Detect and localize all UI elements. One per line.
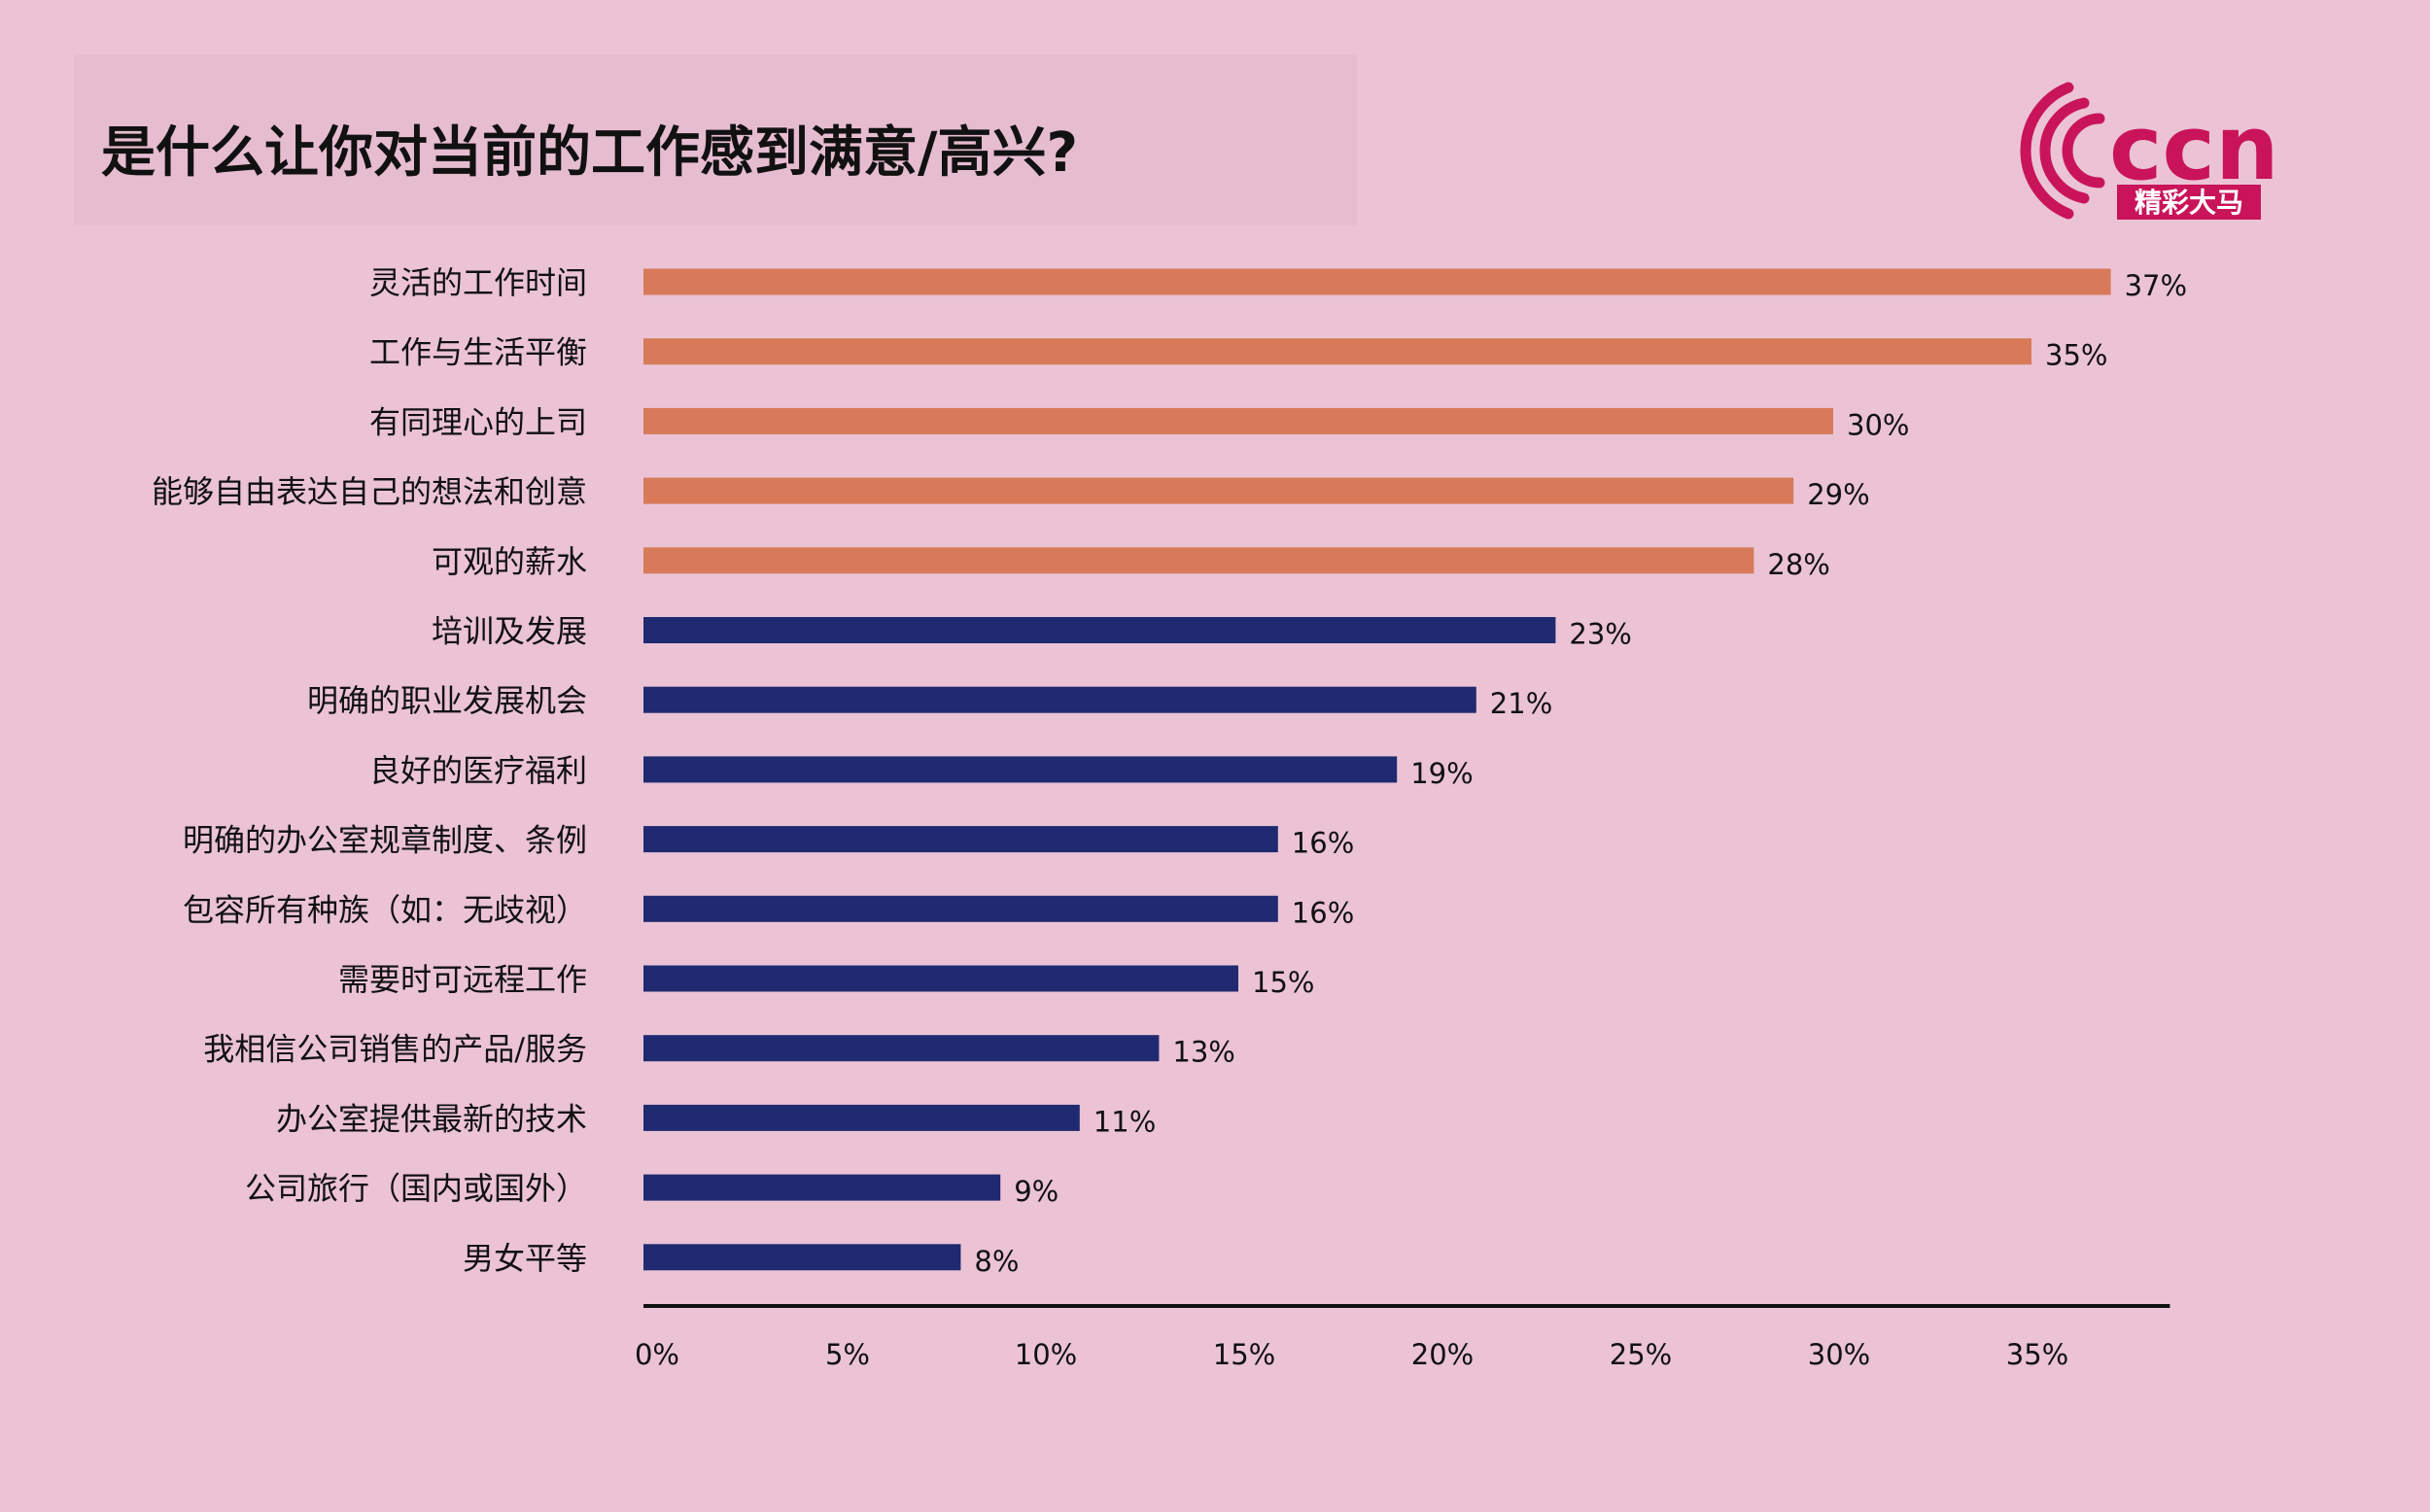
- bar-3: [643, 407, 1833, 434]
- value-label-14: 9%: [1014, 1175, 1059, 1208]
- category-label-10: 包容所有种族（如：无歧视）: [183, 891, 587, 928]
- x-tick-label-2: 5%: [825, 1338, 870, 1371]
- value-label-5: 28%: [1767, 548, 1829, 581]
- value-label-7: 21%: [1490, 687, 1552, 720]
- category-label-14: 公司旅行（国内或国外）: [245, 1170, 587, 1207]
- bar-4: [643, 477, 1794, 504]
- x-tick-label-4: 15%: [1213, 1338, 1275, 1371]
- bar-8: [643, 756, 1398, 783]
- x-tick-label-8: 35%: [2006, 1338, 2068, 1371]
- category-label-7: 明确的职业发展机会: [307, 682, 587, 719]
- value-label-6: 23%: [1569, 618, 1631, 651]
- value-label-8: 19%: [1410, 757, 1473, 790]
- value-label-13: 11%: [1094, 1105, 1156, 1138]
- category-label-15: 男女平等: [463, 1240, 587, 1277]
- bar-14: [643, 1174, 1001, 1201]
- ccn-logo: ccn 精彩大马: [2012, 76, 2279, 235]
- bar-5: [643, 547, 1754, 574]
- bar-1: [643, 268, 2111, 295]
- category-label-13: 办公室提供最新的技术: [276, 1100, 587, 1137]
- bar-15: [643, 1244, 961, 1271]
- category-label-3: 有同理心的上司: [369, 403, 587, 440]
- logo-letters: ccn: [2109, 96, 2274, 200]
- bar-12: [643, 1035, 1160, 1062]
- ccn-logo-icon: ccn 精彩大马: [2020, 82, 2279, 220]
- value-label-10: 16%: [1292, 896, 1354, 929]
- category-label-5: 可观的薪水: [432, 543, 587, 580]
- x-tick-label-1: 0%: [635, 1338, 679, 1371]
- title-box: [74, 54, 1357, 225]
- bar-2: [643, 338, 2031, 365]
- x-tick-label-3: 10%: [1015, 1338, 1077, 1371]
- logo-tagline: 精彩大马: [2135, 187, 2243, 219]
- bar-13: [643, 1104, 1080, 1131]
- category-label-9: 明确的办公室规章制度、条例: [183, 822, 587, 859]
- value-label-15: 8%: [974, 1245, 1019, 1278]
- value-label-9: 16%: [1292, 827, 1354, 860]
- category-label-8: 良好的医疗福利: [369, 752, 587, 789]
- value-label-12: 13%: [1172, 1036, 1234, 1069]
- category-label-4: 能够自由表达自己的想法和创意: [152, 473, 587, 510]
- value-label-11: 15%: [1252, 966, 1314, 999]
- category-label-6: 培训及发展: [432, 613, 587, 650]
- bar-6: [643, 617, 1556, 643]
- x-tick-label-5: 20%: [1411, 1338, 1474, 1371]
- x-tick-label-6: 25%: [1610, 1338, 1672, 1371]
- value-label-3: 30%: [1847, 408, 1909, 441]
- bar-7: [643, 686, 1476, 713]
- chart-title: 是什么让你对当前的工作感到满意/高兴?: [101, 121, 1078, 185]
- value-label-4: 29%: [1807, 478, 1869, 511]
- category-label-1: 灵活的工作时间: [369, 264, 587, 301]
- category-label-2: 工作与生活平衡: [369, 334, 587, 371]
- x-tick-label-7: 30%: [1808, 1338, 1870, 1371]
- value-label-2: 35%: [2045, 339, 2107, 372]
- bar-11: [643, 965, 1238, 992]
- category-label-12: 我相信公司销售的产品/服务: [203, 1031, 587, 1068]
- value-label-1: 37%: [2125, 269, 2187, 302]
- bar-9: [643, 826, 1278, 853]
- category-label-11: 需要时可远程工作: [338, 961, 587, 998]
- bar-10: [643, 895, 1278, 922]
